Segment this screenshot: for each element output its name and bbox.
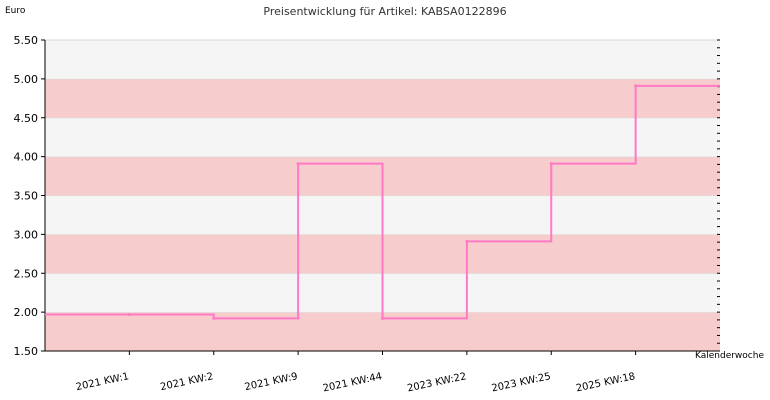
data-point: [127, 312, 131, 316]
x-tick-label: 2021 KW:1: [75, 371, 130, 393]
y-tick-label: 5.00: [14, 73, 39, 86]
x-axis-label: Kalenderwoche: [694, 351, 764, 361]
x-tick-label: 2021 KW:9: [244, 371, 299, 393]
x-tick-label: 2023 KW:25: [491, 371, 552, 394]
y-tick-label: 3.00: [14, 228, 39, 241]
y-tick-label: 4.50: [14, 112, 39, 125]
y-tick-label: 2.50: [14, 267, 39, 280]
data-point: [296, 162, 300, 166]
x-tick-label: 2023 KW:22: [406, 371, 467, 394]
x-tick-label: 2021 KW:2: [159, 371, 214, 393]
data-point: [634, 84, 638, 88]
chart-title: Preisentwicklung für Artikel: KABSA01228…: [263, 5, 507, 18]
data-point: [465, 239, 469, 243]
data-point: [549, 162, 553, 166]
y-tick-label: 3.50: [14, 190, 39, 203]
y-tick-label: 2.00: [14, 306, 39, 319]
y-tick-label: 5.50: [14, 34, 39, 47]
x-tick-label: 2025 KW:18: [575, 371, 636, 394]
x-tick-label: 2021 KW:44: [322, 371, 383, 394]
grid-band: [45, 40, 720, 79]
data-point: [212, 316, 216, 320]
y-axis-label: Euro: [5, 6, 26, 16]
y-tick-label: 4.00: [14, 151, 39, 164]
y-tick-label: 1.50: [14, 345, 39, 358]
grid-band: [45, 117, 720, 157]
data-point: [381, 316, 384, 320]
grid-band: [45, 78, 720, 118]
